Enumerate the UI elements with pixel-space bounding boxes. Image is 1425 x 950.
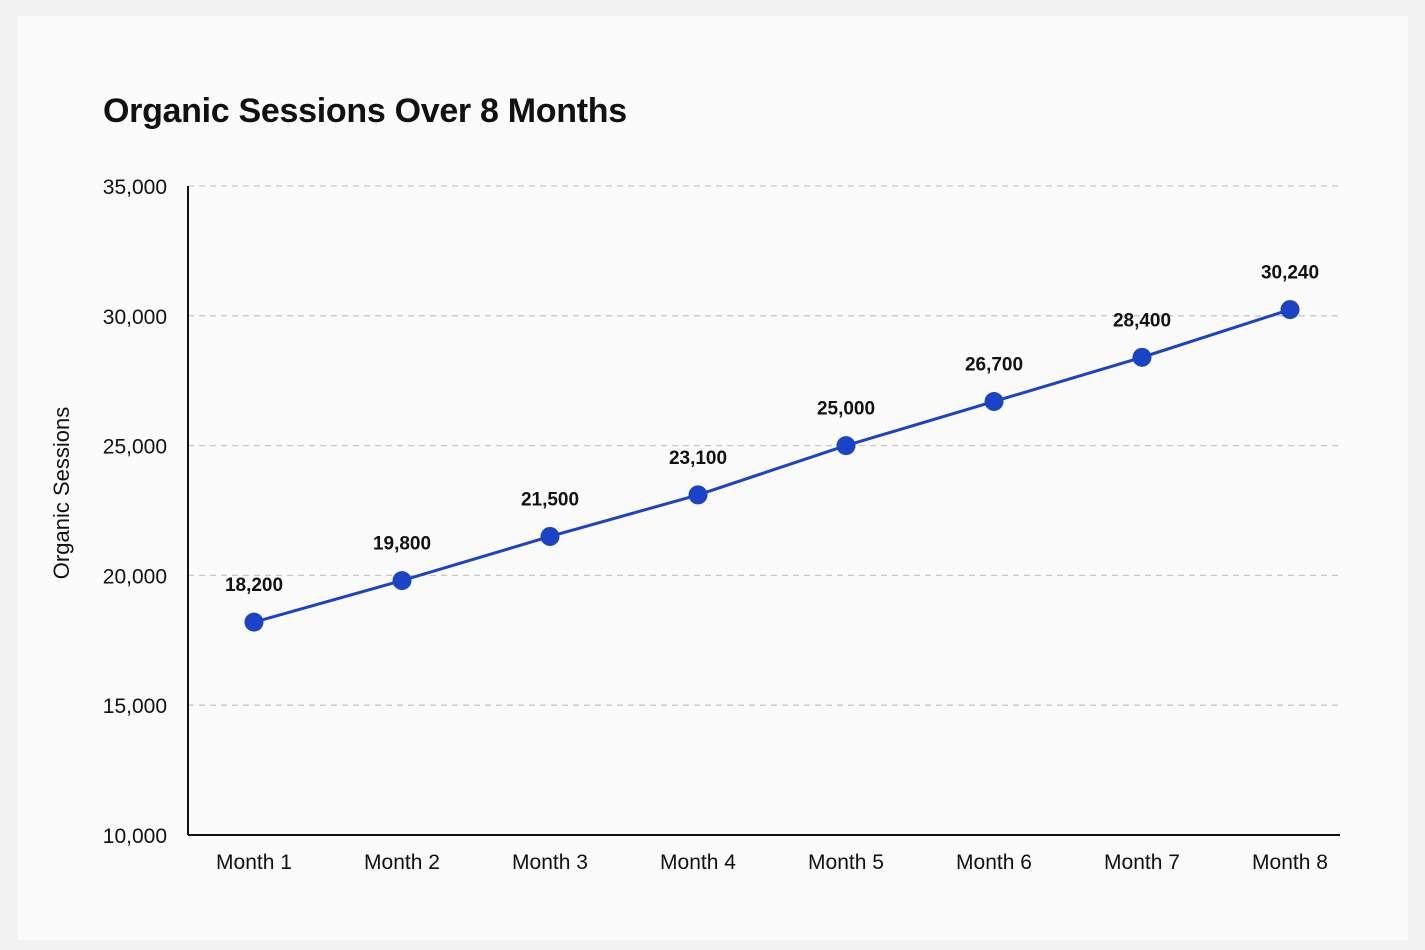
data-label: 19,800: [373, 534, 431, 555]
x-tick-label: Month 7: [1104, 851, 1180, 874]
chart-card: [18, 16, 1408, 940]
x-tick-label: Month 2: [364, 851, 440, 874]
y-tick-labels: 10,000 15,000 20,000 25,000 30,000 35,000: [103, 176, 167, 848]
data-label: 23,100: [669, 448, 727, 469]
y-tick-label: 20,000: [103, 565, 167, 588]
data-labels: 18,200 19,800 21,500 23,100 25,000 26,700 28,4…: [225, 263, 1319, 597]
data-point: [984, 391, 1004, 411]
data-label: 30,240: [1261, 263, 1319, 284]
x-tick-label: Month 8: [1252, 851, 1328, 874]
y-axis-title: Organic Sessions: [49, 407, 74, 579]
series-line: [252, 308, 1292, 624]
data-label: 21,500: [521, 489, 579, 510]
data-point: [392, 571, 412, 591]
y-tick-label: 35,000: [103, 176, 167, 199]
y-tick-label: 10,000: [103, 825, 167, 848]
data-point: [244, 612, 264, 632]
x-tick-label: Month 5: [808, 851, 884, 874]
x-tick-label: Month 1: [216, 851, 292, 874]
data-point: [1132, 347, 1152, 367]
axes: [187, 186, 1340, 836]
data-point: [688, 485, 708, 505]
x-tick-label: Month 4: [660, 851, 736, 874]
gridlines: [188, 185, 1340, 706]
x-tick-label: Month 6: [956, 851, 1032, 874]
y-tick-label: 30,000: [103, 306, 167, 329]
data-label: 18,200: [225, 575, 283, 596]
x-tick-label: Month 3: [512, 851, 588, 874]
chart-title: Organic Sessions Over 8 Months: [103, 92, 627, 130]
x-tick-labels: Month 1 Month 2 Month 3 Month 4 Month 5 Month…: [216, 851, 1328, 874]
data-label: 28,400: [1113, 310, 1171, 331]
y-tick-label: 25,000: [103, 436, 167, 459]
data-point: [1280, 300, 1300, 320]
data-label: 26,700: [965, 354, 1023, 375]
y-tick-label: 15,000: [103, 695, 167, 718]
series-organic-sessions: [244, 300, 1300, 632]
data-point: [540, 526, 560, 546]
data-label: 25,000: [817, 399, 875, 420]
data-point: [836, 436, 856, 456]
